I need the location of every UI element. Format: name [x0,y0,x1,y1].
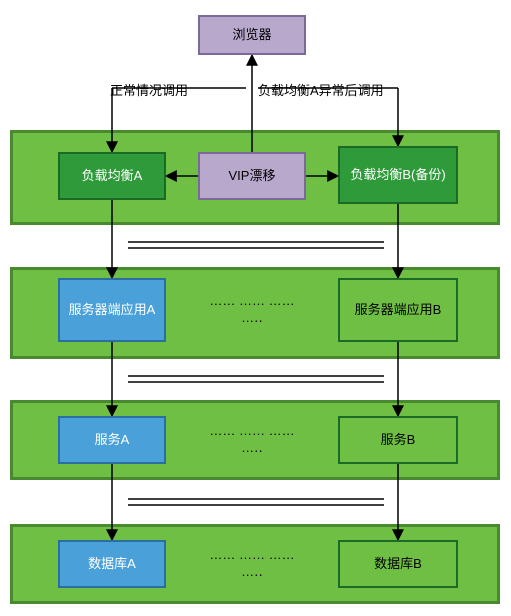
node-appDots: …… …… …… …‥ [206,290,298,330]
node-appA: 服务器端应用A [58,278,166,342]
node-lbB: 负载均衡B(备份) [338,146,458,204]
node-svcB: 服务B [338,416,458,464]
node-lbA: 负载均衡A [58,152,166,200]
edge-label: 负载均衡A异常后调用 [258,80,384,99]
diagram-canvas: 浏览器负载均衡A VIP漂移负载均衡B(备份) 服务器端应用A …… …… …… …‥… [0,0,511,616]
node-browser: 浏览器 [198,15,306,55]
edge-label: 正常情况调用 [110,80,188,99]
node-dbB: 数据库B [338,540,458,588]
node-svcA: 服务A [58,416,166,464]
node-svcDots: …… …… …… …‥ [206,420,298,460]
node-dbDots: …… …… …… …‥ [206,544,298,584]
node-appB: 服务器端应用B [338,278,458,342]
node-dbA: 数据库A [58,540,166,588]
node-vip: VIP漂移 [198,152,306,200]
